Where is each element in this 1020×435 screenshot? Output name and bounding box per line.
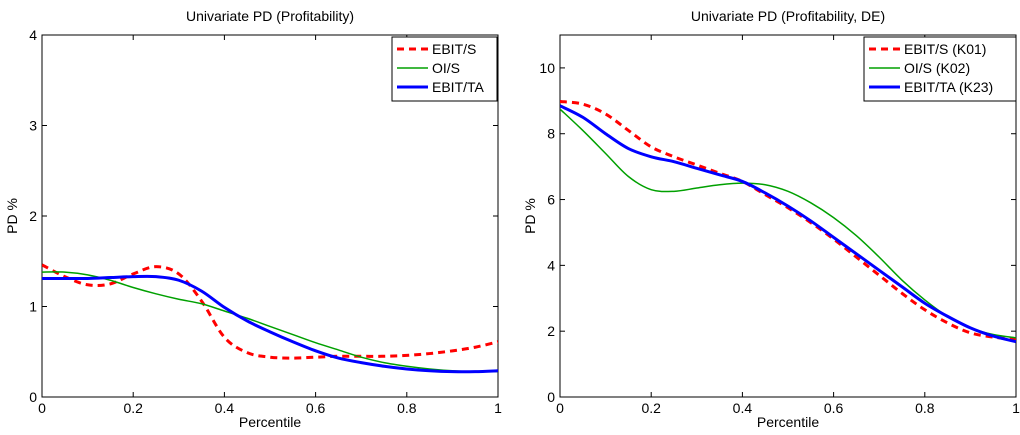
y-tick-label: 4 [29,27,37,43]
x-tick-label: 1 [1012,400,1020,416]
y-tick-label: 3 [29,118,37,134]
x-tick-label: 0.4 [733,400,753,416]
y-axis-label: PD % [522,198,538,234]
series-line-2 [42,274,498,374]
x-tick-label: 0.6 [306,400,326,416]
series-line-2 [560,104,1016,344]
x-tick-label: 0.2 [123,400,143,416]
legend-label: EBIT/S [432,41,476,57]
x-axis-label: Percentile [757,414,819,430]
series-line-1 [42,271,498,373]
x-tick-label: 1 [494,400,502,416]
legend-label: EBIT/TA [432,79,485,95]
y-tick-label: 0 [547,389,555,405]
y-axis-label: PD % [4,198,20,234]
y-tick-label: 2 [29,208,37,224]
x-tick-label: 0.2 [641,400,661,416]
chart-title: Univariate PD (Profitability) [186,8,354,24]
y-tick-label: 8 [547,126,555,142]
legend-label: EBIT/S (K01) [904,41,986,57]
x-tick-label: 0 [556,400,564,416]
chart-profitability-de: Univariate PD (Profitability, DE) 0 0.2 0.4… [522,8,1020,430]
x-tick-label: 0.8 [397,400,417,416]
chart-title: Univariate PD (Profitability, DE) [691,8,885,24]
x-tick-label: 0 [38,400,46,416]
x-tick-label: 0.4 [215,400,235,416]
legend-label: OI/S [432,60,460,76]
y-tick-label: 10 [539,60,555,76]
y-tick-label: 1 [29,299,37,315]
x-axis-label: Percentile [239,414,301,430]
y-tick-label: 2 [547,323,555,339]
y-tick-label: 6 [547,192,555,208]
y-tick-label: 4 [547,257,555,273]
x-tick-label: 0.8 [915,400,935,416]
legend-label: EBIT/TA (K23) [904,79,993,95]
legend-box [863,36,1017,102]
x-tick-label: 0.6 [824,400,844,416]
legend-label: OI/S (K02) [904,60,970,76]
chart-profitability: Univariate PD (Profitability) 0 0.2 0.4 0.6 0… [4,8,502,430]
y-tick-label: 0 [29,389,37,405]
